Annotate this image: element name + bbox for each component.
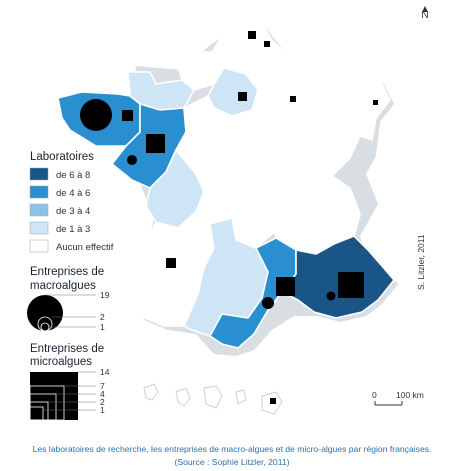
scale-bar: 0 100 km bbox=[372, 390, 424, 406]
legend-macro-value-1: 1 bbox=[100, 322, 105, 332]
north-arrow-icon bbox=[422, 6, 428, 12]
region-franche-comte bbox=[297, 103, 361, 177]
legend-swatch-4-6 bbox=[29, 185, 49, 199]
legend-label-1-3: de 1 à 3 bbox=[56, 224, 90, 235]
overseas-guadeloupe bbox=[143, 383, 159, 401]
legend-micro-value-2: 2 bbox=[100, 397, 105, 407]
micro-square-ile-de-france bbox=[238, 92, 247, 101]
overseas-territories bbox=[143, 383, 283, 415]
legend-macro-title-1: Entreprises de bbox=[30, 266, 104, 278]
macro-circle-paca bbox=[326, 291, 336, 301]
legend-macroalgues: Entreprises de macroalgues 19 2 1 bbox=[27, 266, 110, 332]
micro-square-picardie bbox=[264, 41, 270, 47]
legend-micro-value-1: 1 bbox=[100, 405, 105, 415]
micro-square-bretagne bbox=[122, 110, 133, 121]
micro-square-pays-de-la-loire bbox=[146, 134, 165, 153]
overseas-guyane bbox=[203, 385, 223, 409]
legend-microalgues: Entreprises de microalgues 14 7 4 2 1 bbox=[29, 343, 110, 421]
scale-bar-distance: 100 km bbox=[396, 390, 424, 400]
macro-circle-languedoc bbox=[262, 297, 274, 309]
legend-label-4-6: de 4 à 6 bbox=[56, 188, 90, 199]
north-arrow: N bbox=[421, 6, 429, 21]
map-credit: S. Litzler, 2011 bbox=[416, 234, 426, 290]
legend-macro-title-2: macroalgues bbox=[30, 280, 96, 292]
legend-micro-square-1 bbox=[29, 406, 44, 421]
overseas-martinique bbox=[175, 387, 191, 407]
micro-square-aquitaine bbox=[166, 258, 176, 268]
legend-micro-square-14 bbox=[30, 372, 78, 420]
legend-labs-title: Laboratoires bbox=[30, 151, 94, 163]
legend-micro-value-7: 7 bbox=[100, 381, 105, 391]
legend-laboratoires: Laboratoires de 6 à 8 de 4 à 6 de 3 à 4 … bbox=[29, 151, 114, 253]
legend-micro-title-1: Entreprises de bbox=[30, 343, 104, 355]
legend-label-6-8: de 6 à 8 bbox=[56, 170, 90, 181]
macro-circle-bretagne bbox=[80, 99, 112, 131]
overseas-mayotte bbox=[235, 389, 247, 405]
micro-square-paca bbox=[338, 272, 364, 298]
micro-square-languedoc bbox=[276, 277, 295, 296]
north-arrow-label: N bbox=[421, 10, 428, 21]
legend-swatch-3-4 bbox=[29, 203, 49, 217]
micro-square-nord bbox=[248, 31, 256, 39]
region-alsace bbox=[349, 73, 391, 141]
legend-swatch-1-3 bbox=[29, 221, 49, 235]
map-symbols bbox=[80, 31, 378, 404]
legend-macro-value-2: 2 bbox=[100, 312, 105, 322]
legend-micro-value-14: 14 bbox=[100, 367, 110, 377]
region-corse bbox=[391, 299, 413, 351]
macro-circle-pays-de-la-loire bbox=[127, 155, 137, 165]
legend-label-none: Aucun effectif bbox=[56, 242, 114, 253]
legend-micro-title-2: microalgues bbox=[30, 356, 92, 368]
micro-square-reunion bbox=[270, 398, 276, 404]
legend-swatch-none bbox=[29, 239, 49, 253]
micro-square-champagne bbox=[290, 96, 296, 102]
scale-bar-zero: 0 bbox=[372, 390, 377, 400]
legend-macro-circle-19 bbox=[27, 295, 63, 331]
figure-caption-line2: (Source : Sophie Litzler, 2011) bbox=[175, 457, 290, 467]
figure-caption-line1: Les laboratoires de recherche, les entre… bbox=[33, 444, 432, 454]
legend-micro-value-4: 4 bbox=[100, 389, 105, 399]
micro-square-alsace bbox=[373, 100, 378, 105]
legend-swatch-6-8 bbox=[29, 167, 49, 181]
legend-macro-value-19: 19 bbox=[100, 290, 110, 300]
legend-label-3-4: de 3 à 4 bbox=[56, 206, 90, 217]
